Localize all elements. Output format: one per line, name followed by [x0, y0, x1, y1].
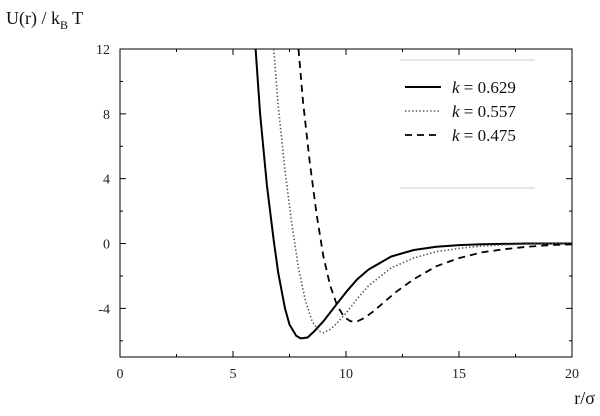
y-axis-title-tail: T — [68, 8, 83, 28]
x-tick-label: 15 — [452, 367, 466, 382]
series-layer — [254, 48, 573, 340]
axis-ticks — [119, 48, 573, 357]
x-tick-label: 0 — [117, 367, 124, 382]
legend-k-symbol: k — [452, 126, 460, 145]
legend-k-value: = 0.475 — [460, 126, 516, 145]
legend-k-symbol: k — [452, 78, 460, 97]
y-axis-title-subscript: B — [60, 18, 68, 32]
legend-label-1: k = 0.629 — [452, 78, 516, 97]
y-tick-label: 4 — [103, 173, 110, 188]
legend-k-value: = 0.557 — [460, 102, 517, 121]
legend-k-symbol: k — [452, 102, 460, 121]
axis-tick-labels: 0 5 10 15 20 -4 0 4 8 12 — [96, 43, 579, 382]
y-tick-label: 0 — [103, 238, 110, 253]
series-line-2 — [272, 48, 573, 334]
x-tick-label: 5 — [230, 367, 237, 382]
legend-label-3: k = 0.475 — [452, 126, 516, 145]
legend-k-value: = 0.629 — [460, 78, 516, 97]
x-axis-title: r/σ — [574, 388, 595, 408]
y-tick-label: 8 — [103, 108, 110, 123]
y-tick-label: -4 — [98, 302, 110, 317]
series-line-3 — [297, 48, 573, 323]
series-line-1 — [254, 48, 572, 340]
x-tick-label: 10 — [339, 367, 353, 382]
x-tick-label: 20 — [565, 367, 579, 382]
y-axis-title: U(r) / kB T — [6, 8, 83, 32]
y-tick-label: 12 — [96, 43, 110, 58]
legend-label-2: k = 0.557 — [452, 102, 516, 121]
y-axis-title-main: U(r) / k — [6, 8, 60, 29]
